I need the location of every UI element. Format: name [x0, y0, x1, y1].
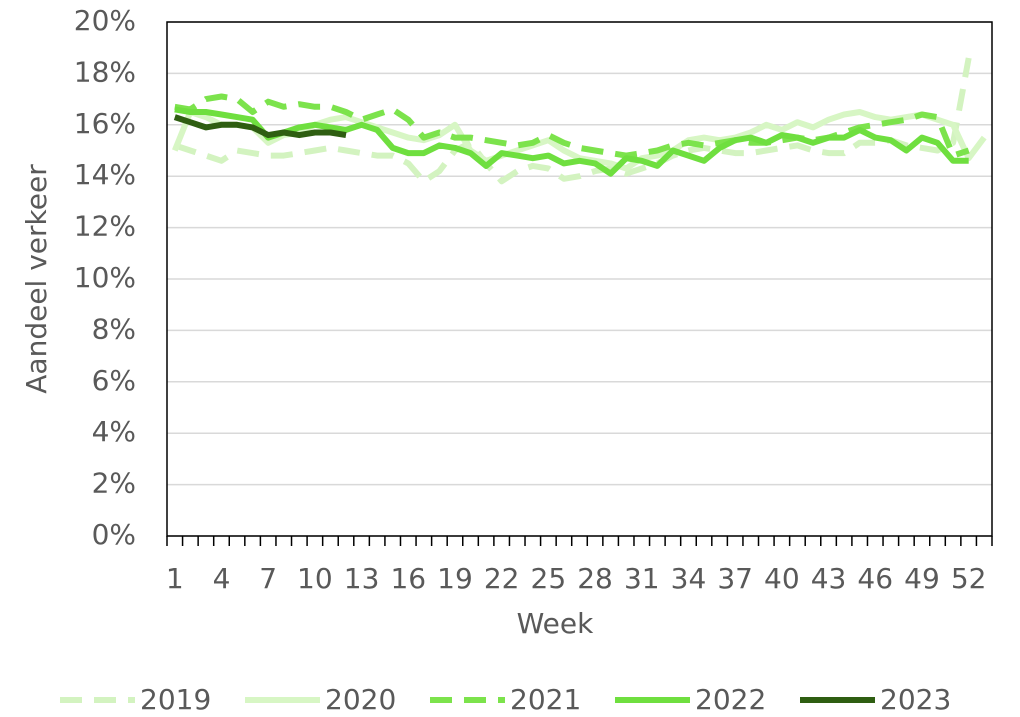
series-line [173, 114, 347, 139]
legend-label: 2021 [510, 683, 581, 716]
x-tick-label: 31 [624, 562, 660, 595]
x-tick-label: 37 [717, 562, 753, 595]
x-tick-label: 19 [437, 562, 473, 595]
y-tick-label: 6% [92, 364, 136, 397]
plot-frame [166, 21, 993, 537]
x-tick-label: 34 [671, 562, 707, 595]
x-tick-label: 25 [531, 562, 567, 595]
x-tick-label: 52 [951, 562, 987, 595]
legend-label: 2023 [880, 683, 951, 716]
y-tick-label: 0% [92, 518, 136, 551]
y-tick-label: 14% [74, 158, 136, 191]
y-tick-label: 20% [74, 4, 136, 37]
y-axis-title: Aandeel verkeer [20, 164, 53, 394]
series-line [173, 57, 972, 185]
x-tick-label: 22 [484, 562, 520, 595]
y-tick-label: 12% [74, 210, 136, 243]
y-tick-label: 10% [74, 261, 136, 294]
x-tick-label: 10 [297, 562, 333, 595]
x-tick-label: 49 [904, 562, 940, 595]
x-axis-title: Week [517, 607, 594, 640]
x-tick-label: 43 [811, 562, 847, 595]
y-tick-label: 18% [74, 55, 136, 88]
y-tick-label: 2% [92, 467, 136, 500]
x-tick-label: 40 [764, 562, 800, 595]
legend-label: 2022 [695, 683, 766, 716]
x-tick-label: 7 [259, 562, 277, 595]
x-tick-label: 4 [213, 562, 231, 595]
x-tick-label: 46 [857, 562, 893, 595]
legend-label: 2019 [140, 683, 211, 716]
y-tick-label: 8% [92, 312, 136, 345]
x-tick-label: 16 [390, 562, 426, 595]
y-tick-label: 4% [92, 415, 136, 448]
legend-label: 2020 [325, 683, 396, 716]
x-tick-label: 28 [577, 562, 613, 595]
x-tick-label: 13 [344, 562, 380, 595]
x-tick-label: 1 [166, 562, 184, 595]
series-line [174, 106, 969, 177]
y-tick-label: 16% [74, 107, 136, 140]
